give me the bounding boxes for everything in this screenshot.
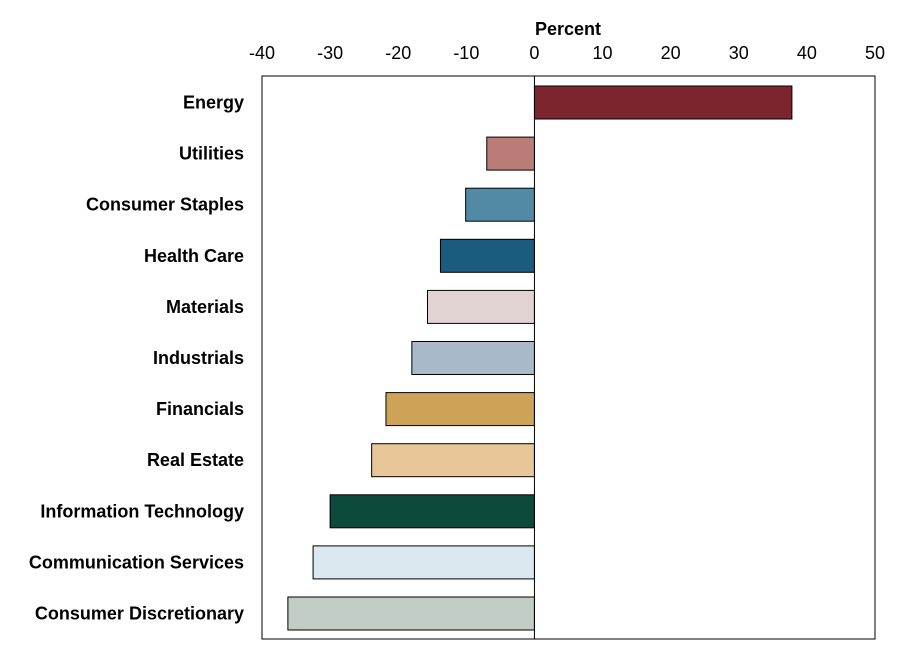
x-tick-label: 20 (661, 43, 681, 63)
category-label: Financials (156, 399, 244, 419)
bar (465, 187, 535, 222)
category-label: Utilities (179, 144, 244, 164)
x-tick-label: -30 (317, 43, 343, 63)
bar (329, 494, 535, 529)
bar (533, 85, 793, 120)
bar (371, 443, 535, 478)
bar (411, 341, 535, 375)
x-tick-label: 50 (865, 43, 885, 63)
bar (385, 392, 535, 427)
category-label: Industrials (153, 348, 244, 368)
bar (486, 136, 535, 171)
x-tick-label: -10 (453, 43, 479, 63)
x-tick-label: 0 (529, 43, 539, 63)
bar (427, 289, 535, 324)
category-label: Materials (166, 297, 244, 317)
x-tick-label: -40 (249, 43, 275, 63)
category-label: Consumer Staples (86, 195, 244, 215)
bar (287, 596, 535, 631)
x-axis-ticks: -40 -30 -20 -10 0 10 20 30 40 50 (249, 43, 885, 63)
bar (312, 545, 535, 580)
category-labels: Energy Utilities Consumer Staples Health Ca… (29, 93, 244, 624)
x-tick-label: 40 (797, 43, 817, 63)
x-axis-title: Percent (535, 19, 601, 39)
bars (287, 85, 793, 631)
x-tick-label: 30 (729, 43, 749, 63)
category-label: Health Care (144, 246, 244, 266)
plot-frame (261, 75, 876, 640)
x-tick-label: -20 (385, 43, 411, 63)
x-tick-label: 10 (593, 43, 613, 63)
category-label: Consumer Discretionary (35, 604, 244, 624)
category-label: Energy (183, 93, 244, 113)
bar (439, 238, 535, 273)
category-label: Communication Services (29, 552, 244, 572)
category-label: Real Estate (147, 450, 244, 470)
category-label: Information Technology (40, 501, 244, 521)
